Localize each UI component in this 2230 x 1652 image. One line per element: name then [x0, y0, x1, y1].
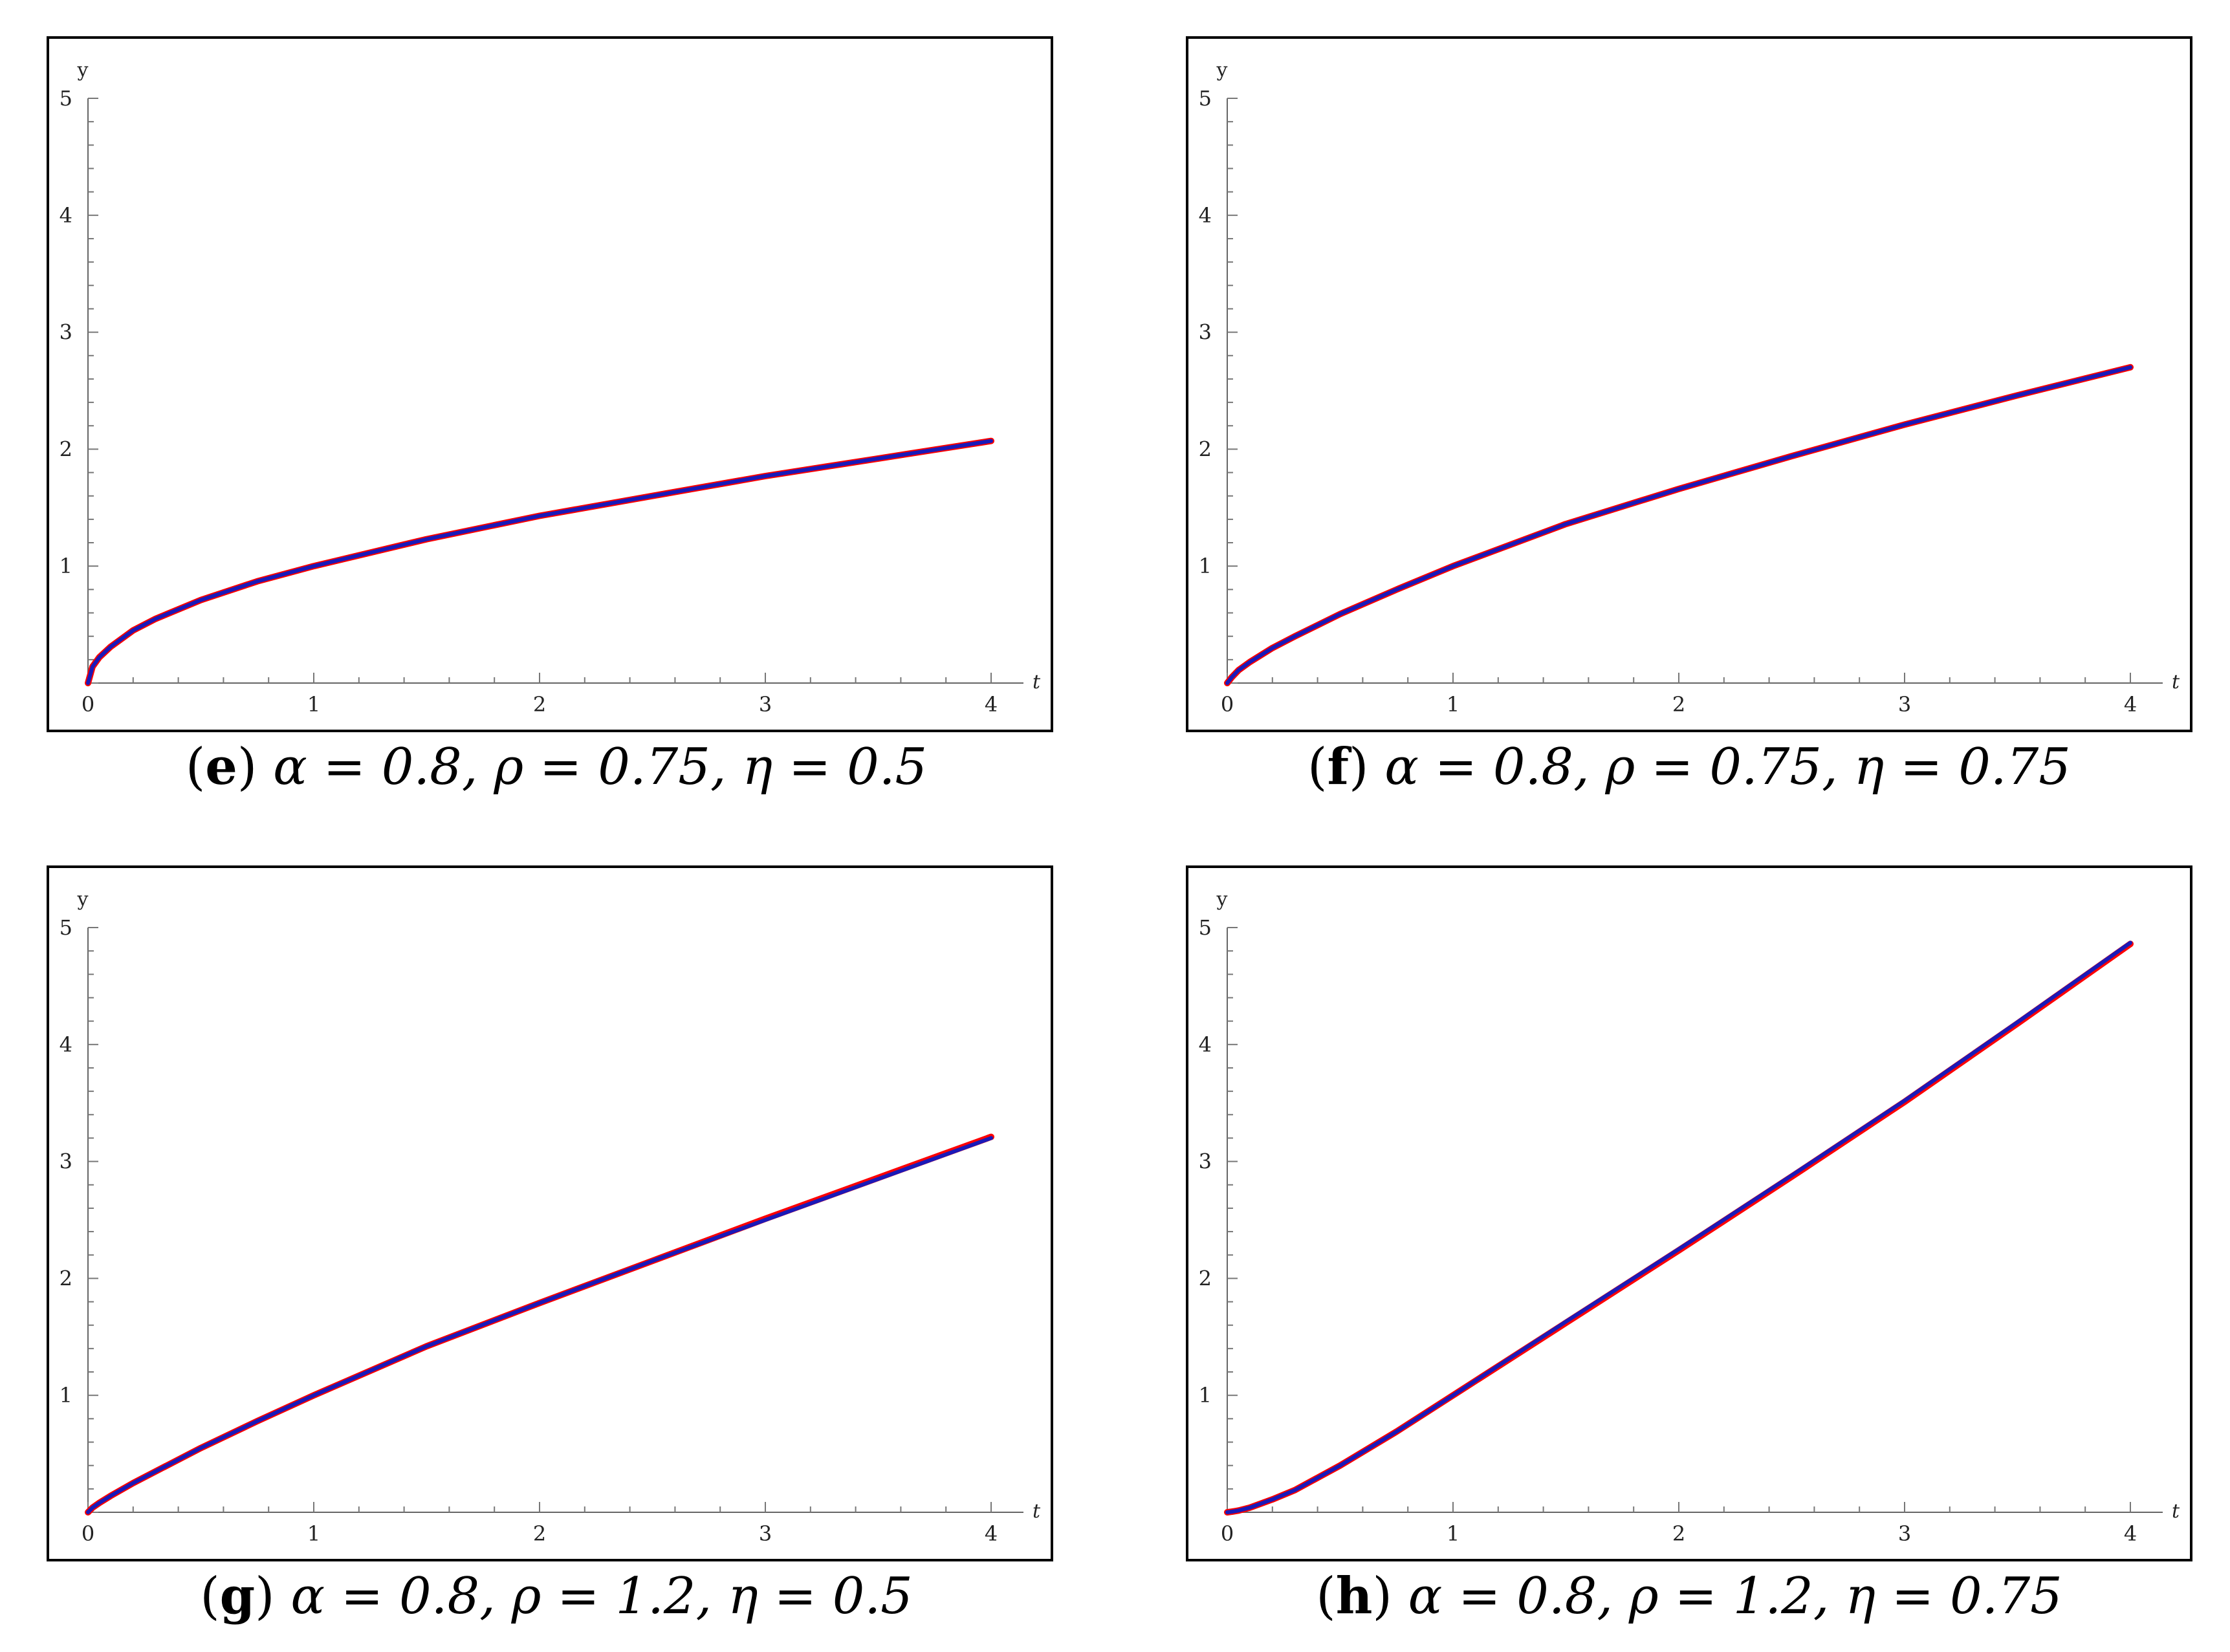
chart-panel-e: 0 1 2 3 4 1 2 3 4 5 t y [47, 36, 1053, 732]
y-tick-label: 5 [60, 915, 72, 940]
chart-panel-h: 0 1 2 3 4 1 2 3 4 5 t y [1186, 865, 2192, 1561]
x-tick-label: 2 [1672, 1521, 1685, 1546]
y-tick-label: 5 [60, 86, 72, 111]
y-tick-label: 3 [1199, 1149, 1212, 1174]
y-tick-label: 1 [60, 554, 72, 578]
y-tick-label: 5 [1199, 915, 1212, 940]
caption-params: α = 0.8, ρ = 1.2, η = 0.5 [290, 1567, 913, 1625]
y-tick-label: 1 [1199, 554, 1212, 578]
series-line-red [1224, 940, 2134, 1516]
caption-g: (g) α = 0.8, ρ = 1.2, η = 0.5 [200, 1567, 913, 1625]
y-axis-label: y [77, 59, 89, 82]
x-tick-label: 4 [985, 1521, 998, 1546]
y-tick-label: 2 [60, 437, 72, 461]
y-tick-label: 1 [60, 1383, 72, 1407]
x-tick-label: 1 [1447, 692, 1459, 717]
caption-params: α = 0.8, ρ = 0.75, η = 0.75 [1384, 738, 2071, 796]
y-tick-label: 2 [60, 1266, 72, 1290]
x-axis-label: t [1033, 1500, 1041, 1523]
chart-plot-g: 0 1 2 3 4 1 2 3 4 5 t y [60, 888, 1041, 1546]
y-tick-label: 3 [60, 1149, 72, 1174]
chart-plot-h: 0 1 2 3 4 1 2 3 4 5 t y [1199, 888, 2180, 1546]
y-tick-label: 2 [1199, 437, 1212, 461]
y-tick-label: 3 [1199, 320, 1212, 345]
series-line-red [85, 1133, 994, 1516]
x-tick-label: 1 [1447, 1521, 1459, 1546]
x-axis-label: t [1033, 671, 1041, 693]
x-tick-label: 0 [82, 1521, 94, 1546]
x-tick-label: 2 [533, 692, 546, 717]
caption-e: (e) α = 0.8, ρ = 0.75, η = 0.5 [185, 737, 928, 796]
y-axis-label: y [1216, 888, 1228, 911]
caption-params: α = 0.8, ρ = 1.2, η = 0.75 [1408, 1567, 2062, 1625]
chart-plot-f: 0 1 2 3 4 1 2 3 4 5 t y [1199, 59, 2180, 717]
x-tick-label: 0 [82, 692, 94, 717]
caption-h: (h) α = 0.8, ρ = 1.2, η = 0.75 [1316, 1567, 2062, 1625]
x-tick-label: 1 [307, 692, 320, 717]
series-line-blue [1225, 940, 2132, 1514]
x-tick-label: 2 [1672, 692, 1685, 717]
x-tick-label: 4 [2124, 692, 2137, 717]
caption-letter: f [1327, 737, 1350, 796]
chart-panel-g: 0 1 2 3 4 1 2 3 4 5 t y [47, 865, 1053, 1561]
x-axis-label: t [2172, 1500, 2180, 1523]
y-tick-label: 4 [60, 1032, 72, 1057]
x-tick-label: 3 [1898, 1521, 1911, 1546]
y-tick-label: 5 [1199, 86, 1212, 111]
y-tick-label: 4 [1199, 203, 1212, 228]
caption-params: α = 0.8, ρ = 0.75, η = 0.5 [273, 738, 928, 796]
chart-plot-e: 0 1 2 3 4 1 2 3 4 5 t y [60, 59, 1041, 717]
caption-f: (f) α = 0.8, ρ = 0.75, η = 0.75 [1307, 737, 2071, 796]
x-tick-label: 4 [985, 692, 998, 717]
x-tick-label: 0 [1221, 692, 1234, 717]
caption-letter: e [205, 737, 237, 796]
y-axis-label: y [77, 888, 89, 911]
series-line-blue [86, 1136, 993, 1514]
y-tick-label: 2 [1199, 1266, 1212, 1290]
y-axis-label: y [1216, 59, 1228, 82]
caption-letter: g [219, 1567, 256, 1625]
series-line-blue [86, 439, 993, 685]
y-tick-label: 4 [60, 203, 72, 228]
series-line-red [1224, 364, 2134, 686]
x-tick-label: 4 [2124, 1521, 2137, 1546]
y-tick-label: 1 [1199, 1383, 1212, 1407]
x-tick-label: 3 [759, 692, 772, 717]
x-tick-label: 2 [533, 1521, 546, 1546]
y-tick-label: 3 [60, 320, 72, 345]
x-tick-label: 3 [1898, 692, 1911, 717]
x-axis-label: t [2172, 671, 2180, 693]
chart-panel-f: 0 1 2 3 4 1 2 3 4 5 t y [1186, 36, 2192, 732]
x-tick-label: 0 [1221, 1521, 1234, 1546]
y-tick-label: 4 [1199, 1032, 1212, 1057]
series-line-red [85, 437, 994, 686]
series-line-blue [1225, 365, 2132, 685]
x-tick-label: 1 [307, 1521, 320, 1546]
caption-letter: h [1335, 1567, 1373, 1625]
x-tick-label: 3 [759, 1521, 772, 1546]
